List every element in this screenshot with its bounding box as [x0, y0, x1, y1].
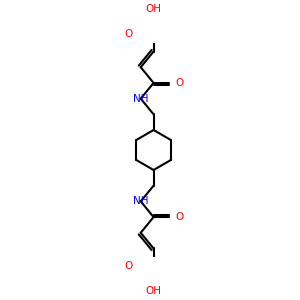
Text: O: O: [175, 78, 183, 88]
Text: OH: OH: [146, 4, 162, 14]
Text: NH: NH: [133, 94, 148, 103]
Text: OH: OH: [146, 286, 162, 296]
Text: NH: NH: [133, 196, 148, 206]
Text: O: O: [124, 261, 132, 271]
Text: O: O: [175, 212, 183, 222]
Text: O: O: [124, 29, 132, 39]
